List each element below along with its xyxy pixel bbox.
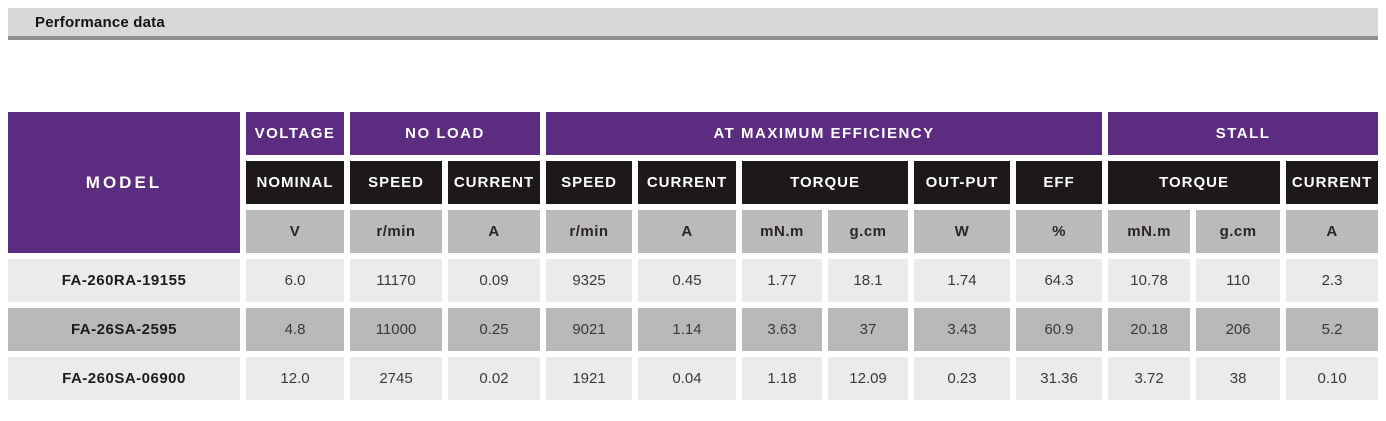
value-cell: 6.0 bbox=[246, 259, 344, 302]
unit-stall-current-a: A bbox=[1286, 210, 1379, 253]
value-cell: 5.2 bbox=[1286, 308, 1379, 351]
column-header-stall-torque: TORQUE bbox=[1108, 161, 1281, 204]
value-cell: 11000 bbox=[350, 308, 442, 351]
group-header-row: MODEL VOLTAGE NO LOAD AT MAXIMUM EFFICIE… bbox=[8, 112, 1379, 253]
model-cell: FA-260SA-06900 bbox=[8, 357, 240, 400]
value-cell: 1.74 bbox=[914, 259, 1011, 302]
column-header-maxeff-eff: EFF bbox=[1016, 161, 1103, 204]
unit-voltage-v: V bbox=[246, 210, 344, 253]
column-header-noload-speed: SPEED bbox=[350, 161, 442, 204]
model-cell: FA-26SA-2595 bbox=[8, 308, 240, 351]
value-cell: 0.45 bbox=[638, 259, 737, 302]
value-cell: 1.14 bbox=[638, 308, 737, 351]
value-cell: 2.3 bbox=[1286, 259, 1379, 302]
unit-maxeff-torque-gcm: g.cm bbox=[828, 210, 909, 253]
value-cell: 31.36 bbox=[1016, 357, 1103, 400]
subheader-row: NOMINAL SPEED CURRENT SPEED CURRENT TORQ… bbox=[8, 161, 1379, 204]
value-cell: 3.43 bbox=[914, 308, 1011, 351]
column-header-stall-current: CURRENT bbox=[1286, 161, 1379, 204]
unit-noload-speed-rmin: r/min bbox=[350, 210, 442, 253]
value-cell: 64.3 bbox=[1016, 259, 1103, 302]
units-row: V r/min A r/min A mN.m g.cm W % mN.m g.c… bbox=[8, 210, 1379, 253]
column-header-maxeff-output: OUT-PUT bbox=[914, 161, 1011, 204]
table-row: FA-260SA-06900 12.0 2745 0.02 1921 0.04 … bbox=[8, 357, 1379, 400]
value-cell: 9021 bbox=[546, 308, 633, 351]
value-cell: 12.0 bbox=[246, 357, 344, 400]
value-cell: 0.10 bbox=[1286, 357, 1379, 400]
unit-maxeff-current-a: A bbox=[638, 210, 737, 253]
unit-maxeff-torque-mnm: mN.m bbox=[742, 210, 823, 253]
value-cell: 0.23 bbox=[914, 357, 1011, 400]
column-header-noload-current: CURRENT bbox=[448, 161, 541, 204]
group-header-stall: STALL bbox=[1108, 112, 1379, 155]
unit-stall-torque-mnm: mN.m bbox=[1108, 210, 1191, 253]
value-cell: 18.1 bbox=[828, 259, 909, 302]
value-cell: 20.18 bbox=[1108, 308, 1191, 351]
group-header-at-maximum-efficiency: AT MAXIMUM EFFICIENCY bbox=[546, 112, 1103, 155]
value-cell: 10.78 bbox=[1108, 259, 1191, 302]
column-header-voltage-nominal: NOMINAL bbox=[246, 161, 344, 204]
column-header-maxeff-torque: TORQUE bbox=[742, 161, 909, 204]
column-header-maxeff-current: CURRENT bbox=[638, 161, 737, 204]
unit-maxeff-speed-rmin: r/min bbox=[546, 210, 633, 253]
value-cell: 11170 bbox=[350, 259, 442, 302]
value-cell: 0.09 bbox=[448, 259, 541, 302]
value-cell: 110 bbox=[1196, 259, 1281, 302]
section-title-bar: Performance data bbox=[8, 8, 1378, 40]
value-cell: 0.25 bbox=[448, 308, 541, 351]
value-cell: 37 bbox=[828, 308, 909, 351]
value-cell: 1.18 bbox=[742, 357, 823, 400]
value-cell: 3.63 bbox=[742, 308, 823, 351]
unit-maxeff-output-w: W bbox=[914, 210, 1011, 253]
value-cell: 1.77 bbox=[742, 259, 823, 302]
section-title: Performance data bbox=[35, 13, 165, 31]
value-cell: 4.8 bbox=[246, 308, 344, 351]
column-header-model: MODEL bbox=[8, 112, 240, 253]
value-cell: 12.09 bbox=[828, 357, 909, 400]
value-cell: 1921 bbox=[546, 357, 633, 400]
value-cell: 0.04 bbox=[638, 357, 737, 400]
value-cell: 3.72 bbox=[1108, 357, 1191, 400]
unit-noload-current-a: A bbox=[448, 210, 541, 253]
value-cell: 2745 bbox=[350, 357, 442, 400]
unit-maxeff-eff-percent: % bbox=[1016, 210, 1103, 253]
table-row: FA-26SA-2595 4.8 11000 0.25 9021 1.14 3.… bbox=[8, 308, 1379, 351]
unit-stall-torque-gcm: g.cm bbox=[1196, 210, 1281, 253]
table-row: FA-260RA-19155 6.0 11170 0.09 9325 0.45 … bbox=[8, 259, 1379, 302]
value-cell: 9325 bbox=[546, 259, 633, 302]
column-header-maxeff-speed: SPEED bbox=[546, 161, 633, 204]
value-cell: 38 bbox=[1196, 357, 1281, 400]
value-cell: 0.02 bbox=[448, 357, 541, 400]
model-cell: FA-260RA-19155 bbox=[8, 259, 240, 302]
value-cell: 60.9 bbox=[1016, 308, 1103, 351]
value-cell: 206 bbox=[1196, 308, 1281, 351]
group-header-voltage: VOLTAGE bbox=[246, 112, 344, 155]
group-header-no-load: NO LOAD bbox=[350, 112, 541, 155]
performance-table: MODEL VOLTAGE NO LOAD AT MAXIMUM EFFICIE… bbox=[2, 106, 1384, 406]
